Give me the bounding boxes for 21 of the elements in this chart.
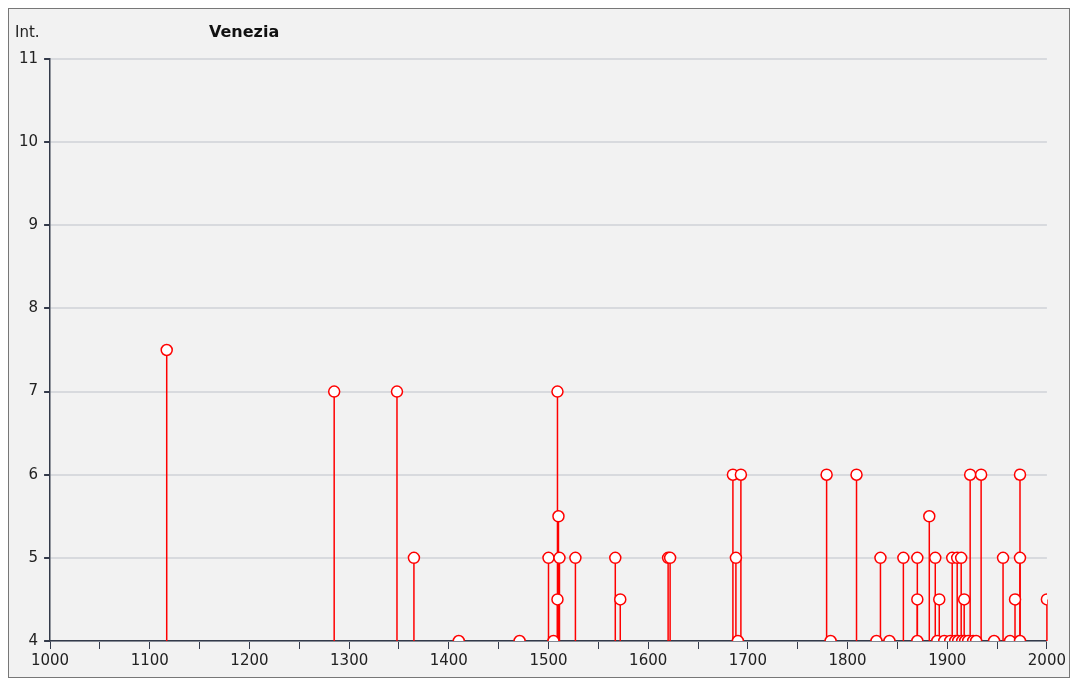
x-tick-label: 2000 xyxy=(1027,650,1067,669)
x-tick-label: 1700 xyxy=(728,650,767,669)
y-tick-label: 9 xyxy=(28,215,39,234)
x-tick-label: 1000 xyxy=(30,650,70,669)
y-tick-label: 7 xyxy=(28,381,39,400)
y-tick-label: 10 xyxy=(18,132,39,151)
x-tick-label: 1200 xyxy=(230,650,269,669)
y-tick-label: 5 xyxy=(28,547,39,566)
x-tick-label: 1100 xyxy=(130,650,169,669)
x-tick-label: 1800 xyxy=(828,650,867,669)
y-tick-label: 11 xyxy=(18,48,39,67)
y-tick-label: 6 xyxy=(28,464,39,483)
x-tick-label: 1900 xyxy=(928,650,967,669)
x-tick-label: 1600 xyxy=(629,650,668,669)
x-tick-label: 1400 xyxy=(429,650,468,669)
x-tick-label: 1500 xyxy=(529,650,568,669)
chart-title: Venezia xyxy=(209,22,280,42)
x-tick-label: 1300 xyxy=(330,650,369,669)
y-tick-label: 4 xyxy=(28,630,39,649)
y-axis-title: Int. xyxy=(15,23,40,42)
y-tick-label: 8 xyxy=(28,298,39,317)
